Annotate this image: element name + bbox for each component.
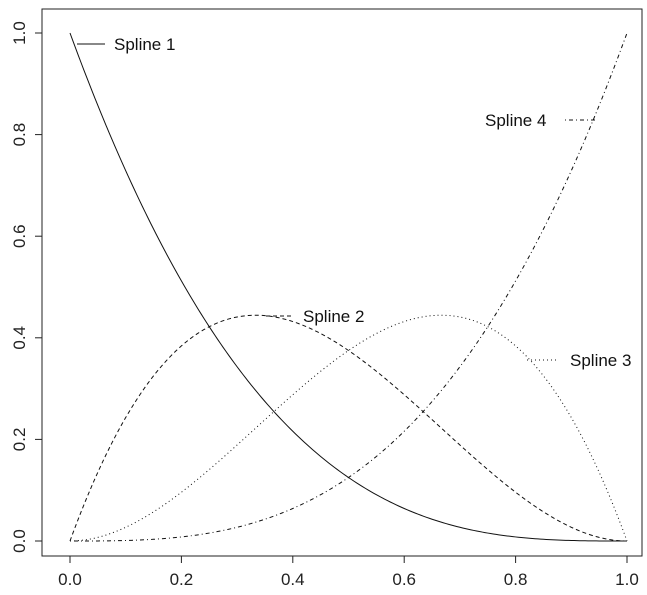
legend-item-3: Spline 3: [527, 351, 631, 370]
series-line-2: [69, 314, 628, 542]
legend-item-4: Spline 4: [485, 111, 595, 130]
legend-label-1: Spline 1: [114, 35, 175, 54]
series-line-1: [69, 32, 627, 542]
y-tick-label: 0.8: [10, 123, 29, 147]
legend-label-3: Spline 3: [570, 351, 631, 370]
series-line-3: [69, 314, 628, 542]
x-tick-label: 0.8: [504, 570, 528, 589]
y-tick-label: 0.2: [10, 428, 29, 452]
legend-item-2: Spline 2: [266, 307, 364, 326]
x-tick-label: 0.2: [170, 570, 194, 589]
legend-item-1: Spline 1: [77, 35, 175, 54]
y-axis: 0.0 0.2 0.4 0.6 0.8 1.0: [10, 21, 42, 553]
series-layer: [69, 32, 628, 542]
x-axis: 0.0 0.2 0.4 0.6 0.8 1.0: [58, 556, 639, 589]
legend-layer: Spline 1 Spline 2 Spline 3 Spline 4: [77, 35, 631, 370]
y-tick-label: 0.0: [10, 529, 29, 553]
y-tick-label: 0.6: [10, 224, 29, 248]
x-tick-label: 1.0: [615, 570, 639, 589]
legend-label-2: Spline 2: [303, 307, 364, 326]
y-tick-label: 1.0: [10, 21, 29, 45]
legend-label-4: Spline 4: [485, 111, 546, 130]
series-line-4: [70, 32, 628, 542]
x-tick-label: 0.0: [58, 570, 82, 589]
x-tick-label: 0.6: [392, 570, 416, 589]
y-tick-label: 0.4: [10, 326, 29, 350]
plot-frame: [41, 8, 643, 557]
x-tick-label: 0.4: [281, 570, 305, 589]
